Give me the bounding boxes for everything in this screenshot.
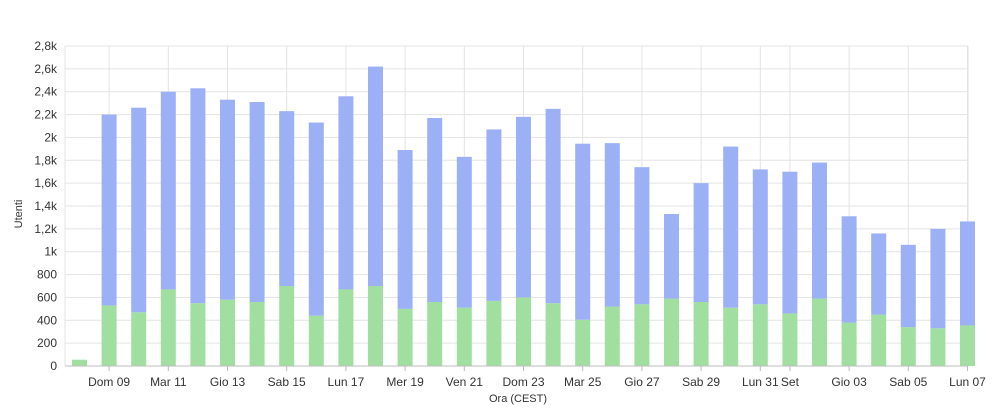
bar-segment-lower[interactable] <box>841 322 857 366</box>
bar-segment-lower[interactable] <box>160 289 176 366</box>
bar-segment-upper[interactable] <box>900 244 916 328</box>
y-tick-label: 1,4k <box>34 199 58 213</box>
bar-segment-lower[interactable] <box>664 298 679 366</box>
bar-segment-lower[interactable] <box>368 286 383 366</box>
bar-segment-lower[interactable] <box>604 306 620 366</box>
bar-segment-lower[interactable] <box>308 315 324 366</box>
bar-segment-upper[interactable] <box>841 216 857 323</box>
bar-segment-upper[interactable] <box>575 143 591 320</box>
y-tick-label: 1,8k <box>34 153 58 167</box>
bar-segment-upper[interactable] <box>220 99 235 300</box>
bar-segment-lower[interactable] <box>338 289 354 366</box>
bar-segment-upper[interactable] <box>308 122 324 316</box>
y-axis-title: Utenti <box>13 200 25 229</box>
bar-segment-upper[interactable] <box>752 169 768 305</box>
y-tick-label: 2k <box>44 130 58 144</box>
x-axis: Dom 09 Mar 11 Gio 13 Sab 15 Lun 17 Mer 19 Ven … <box>65 365 986 389</box>
bar-segment-upper[interactable] <box>368 66 383 286</box>
y-tick-label: 1,6k <box>34 176 58 190</box>
bar-segment-upper[interactable] <box>634 167 650 305</box>
bars <box>72 66 975 366</box>
bar-segment-lower[interactable] <box>72 359 87 366</box>
bar-segment-lower[interactable] <box>900 327 916 366</box>
bar-segment-lower[interactable] <box>782 313 798 366</box>
bar-segment-upper[interactable] <box>693 183 709 302</box>
x-tick-label: Set <box>781 375 800 389</box>
bar-segment-upper[interactable] <box>456 156 472 308</box>
bar-segment-upper[interactable] <box>486 129 502 301</box>
y-tick-label: 2,2k <box>34 108 58 122</box>
y-tick-label: 600 <box>37 290 57 304</box>
bar-segment-upper[interactable] <box>664 214 679 299</box>
bar-segment-lower[interactable] <box>456 307 472 366</box>
y-tick-label: 1,2k <box>34 222 58 236</box>
x-tick-label: Mar 25 <box>564 375 602 389</box>
x-axis-title: Ora (CEST) <box>489 393 547 405</box>
y-tick-label: 2,6k <box>34 62 58 76</box>
y-tick-label: 2,4k <box>34 85 58 99</box>
x-tick-label: Lun 17 <box>328 375 365 389</box>
bar-segment-upper[interactable] <box>545 108 561 304</box>
bar-segment-lower[interactable] <box>960 325 975 366</box>
y-tick-label: 2,8k <box>34 39 58 53</box>
bar-segment-upper[interactable] <box>960 221 975 326</box>
bar-segment-upper[interactable] <box>930 228 946 329</box>
bar-segment-lower[interactable] <box>516 297 531 366</box>
bar-segment-upper[interactable] <box>190 88 206 304</box>
bar-segment-upper[interactable] <box>160 91 176 290</box>
x-tick-label: Gio 03 <box>831 375 867 389</box>
bar-segment-lower[interactable] <box>486 300 502 366</box>
bar-segment-lower[interactable] <box>190 303 206 366</box>
x-tick-label: Lun 07 <box>949 375 986 389</box>
bar-segment-lower[interactable] <box>634 304 650 366</box>
x-tick-label: Sab 15 <box>268 375 306 389</box>
bar-segment-upper[interactable] <box>812 162 827 299</box>
bar-segment-upper[interactable] <box>427 118 443 302</box>
y-tick-label: 800 <box>37 268 57 282</box>
bar-segment-lower[interactable] <box>131 312 147 366</box>
y-tick-label: 400 <box>37 313 57 327</box>
bar-segment-upper[interactable] <box>131 107 147 313</box>
bar-segment-lower[interactable] <box>693 302 709 366</box>
y-tick-label: 0 <box>50 359 57 373</box>
bar-segment-upper[interactable] <box>279 111 295 287</box>
x-tick-label: Mer 19 <box>386 375 424 389</box>
bar-segment-lower[interactable] <box>752 304 768 366</box>
bar-segment-lower[interactable] <box>723 307 739 366</box>
y-axis: 0 200 400 600 800 1k 1,2k 1,4k 1,6k 1,8k 2k 2,2k 2,4… <box>34 39 58 373</box>
bar-segment-upper[interactable] <box>723 146 739 308</box>
bar-segment-lower[interactable] <box>871 314 887 366</box>
bar-segment-lower[interactable] <box>101 305 117 366</box>
bar-segment-lower[interactable] <box>930 328 946 366</box>
bar-segment-upper[interactable] <box>604 143 620 307</box>
bar-segment-lower[interactable] <box>545 303 561 366</box>
x-tick-label: Mar 11 <box>150 375 187 389</box>
x-tick-label: Gio 13 <box>210 375 246 389</box>
bar-segment-lower[interactable] <box>812 298 827 366</box>
x-tick-label: Gio 27 <box>624 375 660 389</box>
x-tick-label: Dom 23 <box>502 375 544 389</box>
x-tick-label: Lun 31 <box>742 375 779 389</box>
bar-segment-upper[interactable] <box>249 102 265 302</box>
y-tick-label: 1k <box>44 245 58 259</box>
bar-segment-lower[interactable] <box>279 286 295 366</box>
bar-segment-lower[interactable] <box>220 299 235 366</box>
x-tick-label: Sab 05 <box>889 375 927 389</box>
bar-segment-upper[interactable] <box>101 114 117 306</box>
bar-segment-upper[interactable] <box>782 171 798 314</box>
x-tick-label: Sab 29 <box>682 375 720 389</box>
bar-segment-upper[interactable] <box>338 96 354 290</box>
bar-segment-lower[interactable] <box>397 308 413 366</box>
bar-segment-upper[interactable] <box>397 150 413 309</box>
bar-segment-upper[interactable] <box>516 116 531 298</box>
y-tick-label: 200 <box>37 336 57 350</box>
bar-segment-lower[interactable] <box>427 302 443 366</box>
bar-segment-lower[interactable] <box>249 302 265 366</box>
bar-segment-lower[interactable] <box>575 319 591 366</box>
bar-segment-upper[interactable] <box>871 233 887 315</box>
x-tick-label: Ven 21 <box>446 375 484 389</box>
x-tick-label: Dom 09 <box>88 375 130 389</box>
